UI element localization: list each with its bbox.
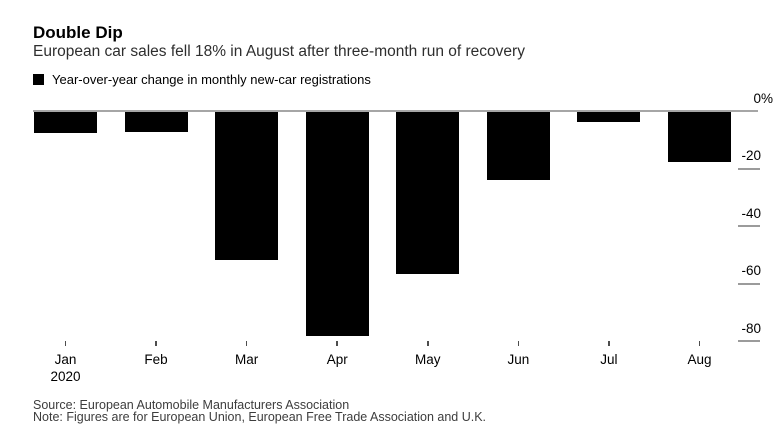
bar-may bbox=[396, 111, 460, 275]
zero-baseline bbox=[33, 109, 758, 112]
y-tick-80 bbox=[738, 340, 760, 342]
x-axis-year-label: 2020 bbox=[50, 369, 81, 384]
x-tick-jan bbox=[64, 341, 67, 346]
source-note: Source: European Automobile Manufacturer… bbox=[33, 398, 350, 412]
y-axis-label-20: -20 bbox=[741, 148, 761, 163]
y-tick-20 bbox=[738, 167, 760, 170]
bar-mar bbox=[215, 111, 279, 260]
x-tick-jun bbox=[517, 341, 520, 346]
footnotes: Source: European Automobile Manufacturer… bbox=[33, 399, 486, 424]
x-axis-label-may: May bbox=[415, 352, 441, 367]
bar-feb bbox=[124, 111, 188, 132]
bar-jan bbox=[34, 111, 97, 133]
bar-jul bbox=[577, 111, 641, 122]
x-tick-feb bbox=[155, 341, 157, 346]
bar-apr bbox=[305, 111, 369, 337]
x-tick-aug bbox=[698, 341, 701, 346]
x-axis-label-jul: Jul bbox=[600, 352, 618, 367]
y-axis-label-60: -60 bbox=[741, 263, 761, 278]
bar-jun bbox=[486, 111, 550, 181]
y-axis-label-0: 0% bbox=[753, 90, 773, 106]
y-axis-label-80: -80 bbox=[741, 320, 761, 336]
y-axis-label-40: -40 bbox=[741, 205, 761, 221]
chart-subtitle: European car sales fell 18% in August af… bbox=[33, 43, 525, 60]
legend-swatch-icon bbox=[33, 73, 44, 85]
x-axis-label-apr: Apr bbox=[326, 352, 348, 367]
x-axis-label-jan: Jan bbox=[54, 352, 77, 367]
y-tick-40 bbox=[738, 225, 760, 227]
x-tick-mar bbox=[245, 341, 248, 346]
legend: Year-over-year change in monthly new-car… bbox=[33, 72, 371, 86]
x-tick-jul bbox=[608, 341, 610, 346]
data-note: Note: Figures are for European Union, Eu… bbox=[33, 410, 487, 425]
x-axis-label-jun: Jun bbox=[507, 352, 530, 367]
bar-aug bbox=[667, 111, 731, 162]
x-tick-apr bbox=[336, 341, 338, 346]
legend-label: Year-over-year change in monthly new-car… bbox=[52, 72, 371, 87]
x-axis-label-mar: Mar bbox=[235, 352, 259, 367]
chart-title: Double Dip bbox=[33, 23, 123, 42]
x-axis-label-aug: Aug bbox=[687, 352, 712, 367]
plot-area: Jan 2020 Feb Mar Apr May Jun Jul Aug 0% -20 -40 -60 -… bbox=[33, 91, 773, 384]
y-tick-60 bbox=[738, 282, 760, 285]
x-tick-may bbox=[427, 341, 429, 346]
x-axis-label-feb: Feb bbox=[144, 352, 168, 367]
